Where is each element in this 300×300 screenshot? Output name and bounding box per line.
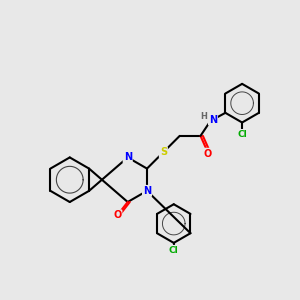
Text: O: O xyxy=(204,149,212,159)
Text: N: N xyxy=(124,152,132,162)
Text: Cl: Cl xyxy=(237,130,247,139)
Text: H: H xyxy=(201,112,208,121)
Text: N: N xyxy=(209,115,217,124)
Text: Cl: Cl xyxy=(169,246,178,255)
Text: O: O xyxy=(113,210,122,220)
Text: S: S xyxy=(160,147,167,157)
Text: N: N xyxy=(143,186,151,196)
